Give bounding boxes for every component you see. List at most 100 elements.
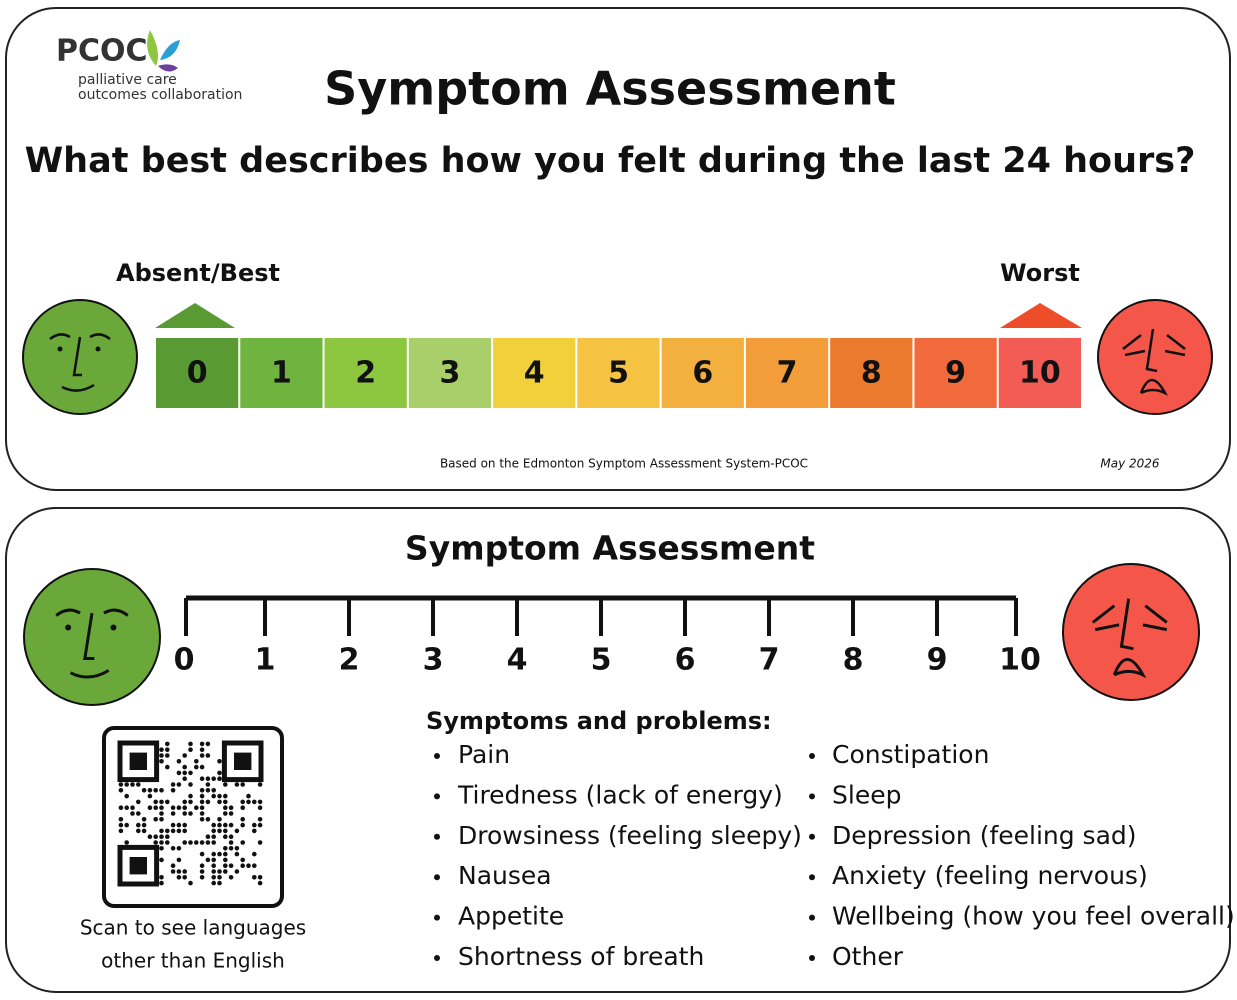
qr-dot [130, 805, 135, 810]
scale-number: 8 [843, 643, 864, 678]
qr-dot [217, 793, 222, 799]
qr-dot [228, 834, 234, 839]
qr-dot [199, 776, 205, 781]
qr-dot [136, 822, 141, 828]
qr-dot [159, 799, 164, 805]
qr-dot [147, 788, 153, 793]
qr-dot [223, 811, 228, 816]
qr-dot [223, 869, 228, 874]
qr-dot [153, 840, 158, 845]
symptom: Pain [458, 740, 510, 769]
qr-dot [176, 869, 182, 874]
face [23, 568, 161, 706]
qr-dot [205, 753, 211, 758]
qr-dot [199, 793, 205, 799]
scale-number: 5 [591, 643, 612, 678]
qr-dot [176, 857, 182, 863]
qr-dot [141, 788, 147, 793]
qr-dot [217, 759, 222, 764]
scale-box [408, 338, 492, 408]
scale-number: 1 [255, 643, 276, 678]
qr-dot [217, 822, 222, 828]
qr-dot [188, 793, 193, 799]
qr-dot [205, 741, 211, 747]
qr-dot [217, 880, 222, 886]
qr-dot [257, 782, 263, 787]
card-bottom [5, 507, 1231, 993]
face-feature [55, 608, 129, 679]
qr-dot [188, 799, 193, 805]
qr-dot [217, 817, 222, 822]
qr-dot [234, 828, 240, 834]
qr-dot [165, 834, 170, 839]
qr-dot [194, 759, 199, 764]
qr-dot [211, 875, 216, 880]
qr-dot [240, 822, 245, 828]
worst-arrow [1000, 303, 1082, 328]
qr-dot [223, 846, 228, 851]
scale-number: 6 [675, 643, 696, 678]
qr-dot [188, 770, 193, 776]
qr-dot [234, 782, 240, 787]
qr-dot [199, 863, 205, 868]
symptom: Drowsiness (feeling sleepy) [458, 821, 802, 850]
qr-dot [170, 869, 176, 874]
symptom: Appetite [458, 902, 564, 931]
qr-dot [199, 753, 205, 758]
happy-face [22, 299, 138, 415]
qr-dot [188, 782, 193, 787]
qr-dot [246, 793, 251, 799]
logo: PCOC palliative care outcomes collaborat… [56, 30, 242, 103]
qr-dot [141, 822, 147, 828]
bullet [434, 833, 440, 840]
qr-dot [118, 828, 124, 834]
qr-dot [124, 782, 129, 787]
qr-dot [165, 753, 170, 758]
qr-dot [217, 875, 222, 880]
qr-dot [159, 846, 164, 851]
eye [110, 624, 117, 631]
bullet [809, 874, 815, 881]
qr-dot [217, 799, 222, 805]
qr-dot [205, 788, 211, 793]
qr-dot [170, 782, 176, 787]
qr-dot [228, 846, 234, 851]
title: Symptom Assessment [324, 62, 896, 116]
qr-dot [182, 776, 187, 781]
date: May 2026 [1100, 457, 1160, 471]
qr-dot [223, 799, 228, 805]
qr-dot [252, 863, 257, 868]
qr-dot [205, 840, 211, 845]
scale-number: 3 [423, 643, 444, 678]
scale-number: 5 [608, 356, 629, 391]
qr-dot [188, 811, 193, 816]
qr-dot [234, 851, 240, 857]
qr-dot [118, 788, 124, 793]
qr-dot [257, 880, 263, 886]
qr-dot [240, 805, 245, 810]
logo-tagline: outcomes collaboration [78, 87, 242, 103]
qr-dot [252, 822, 257, 828]
qr-dot [217, 828, 222, 834]
qr-dot [211, 851, 216, 857]
qr-dot [136, 799, 141, 805]
qr-dot [182, 840, 187, 845]
qr-dot [223, 863, 228, 868]
qr-dot [153, 805, 158, 810]
qr-dot [257, 840, 263, 845]
scale-number: 3 [440, 356, 461, 391]
qr-dot [199, 875, 205, 880]
qr-dot [176, 782, 182, 787]
qr-dot [228, 875, 234, 880]
qr-dot [199, 851, 205, 857]
left-label: Absent/Best [116, 259, 280, 287]
qr-dot [240, 817, 245, 822]
qr-dot [182, 805, 187, 810]
title: Symptom Assessment [405, 529, 815, 568]
qr-finder [129, 857, 147, 875]
qr-dot [188, 840, 193, 845]
qr-dot [205, 782, 211, 787]
footer: Based on the Edmonton Symptom Assessment… [440, 457, 808, 471]
qr-dot [228, 840, 234, 845]
qr-dot [159, 857, 164, 863]
